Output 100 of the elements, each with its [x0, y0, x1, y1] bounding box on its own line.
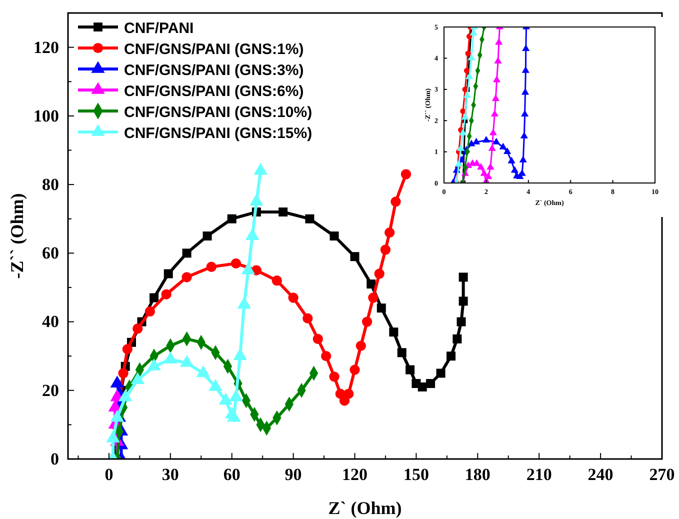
- point: [362, 316, 372, 327]
- point: [522, 66, 530, 73]
- x-tick-label: 0: [104, 465, 114, 484]
- point: [182, 272, 192, 282]
- point: [465, 50, 471, 56]
- point: [350, 364, 360, 375]
- x-tick-label: 30: [162, 465, 179, 484]
- point: [376, 304, 386, 313]
- point: [321, 351, 332, 362]
- legend-label: CNF/GNS/PANI (GNS:1%): [124, 41, 304, 58]
- x-axis-title: Z` (Ohm): [328, 498, 402, 518]
- point: [389, 328, 398, 337]
- point: [122, 344, 132, 354]
- point: [488, 144, 496, 151]
- point: [330, 232, 339, 240]
- point: [477, 163, 485, 170]
- point: [494, 56, 502, 64]
- point: [457, 144, 465, 151]
- point: [366, 280, 376, 289]
- point: [400, 169, 412, 180]
- point: [466, 34, 472, 40]
- point: [161, 289, 172, 300]
- point: [520, 132, 528, 138]
- point: [356, 340, 366, 351]
- point: [305, 214, 314, 224]
- legend-label: CNF/GNS/PANI (GNS:15%): [124, 125, 312, 142]
- x-tick-label: 120: [342, 465, 368, 484]
- point: [272, 276, 282, 286]
- y-tick-label: 60: [42, 244, 59, 263]
- x-tick-label: 90: [284, 465, 302, 484]
- point: [464, 68, 470, 74]
- point: [454, 160, 463, 166]
- y-tick-label: 40: [42, 312, 59, 332]
- point: [436, 368, 446, 378]
- point: [227, 214, 236, 224]
- point: [492, 76, 501, 82]
- point: [329, 372, 340, 382]
- point: [182, 248, 192, 258]
- point: [374, 268, 384, 279]
- point: [521, 110, 529, 117]
- point: [472, 159, 481, 166]
- point: [118, 368, 128, 378]
- point: [508, 156, 516, 164]
- y-tick-label: 80: [42, 174, 59, 194]
- point: [482, 136, 490, 142]
- point: [144, 306, 156, 317]
- point: [132, 324, 143, 334]
- point: [495, 38, 503, 45]
- x-tick-label: 240: [588, 465, 614, 484]
- point: [521, 88, 530, 95]
- point: [150, 293, 159, 302]
- point: [390, 196, 401, 207]
- point: [202, 232, 212, 240]
- point: [519, 156, 527, 162]
- point: [418, 382, 427, 392]
- point: [470, 28, 478, 36]
- legend-label: CNF/PANI: [124, 20, 194, 37]
- point: [302, 313, 313, 324]
- point: [384, 228, 395, 238]
- point: [446, 352, 456, 361]
- point: [490, 110, 498, 117]
- x-tick-label: 270: [649, 465, 675, 484]
- y-tick-label: 0: [50, 449, 59, 468]
- point: [480, 169, 488, 176]
- point: [461, 113, 469, 120]
- point: [288, 292, 298, 303]
- point: [164, 269, 173, 278]
- point: [452, 334, 462, 344]
- x-tick-label: 210: [526, 465, 552, 484]
- point: [492, 138, 500, 144]
- point: [397, 348, 406, 358]
- point: [489, 128, 497, 136]
- legend-label: CNF/GNS/PANI (GNS:6%): [124, 83, 304, 100]
- point: [510, 166, 518, 173]
- point: [522, 44, 530, 52]
- point: [230, 258, 242, 269]
- y-tick-label: 120: [34, 38, 59, 57]
- point: [484, 172, 492, 179]
- point: [406, 365, 415, 374]
- point: [312, 334, 323, 344]
- point: [468, 54, 476, 60]
- point: [344, 388, 354, 399]
- point: [459, 128, 467, 136]
- x-tick-label: 150: [403, 465, 429, 484]
- x-tick-label: 60: [223, 465, 240, 484]
- point: [278, 207, 288, 216]
- point: [458, 296, 468, 306]
- point: [380, 244, 391, 255]
- y-axis-title: -Z`` (Ohm): [7, 193, 27, 279]
- point: [426, 379, 436, 388]
- legend-label: CNF/GNS/PANI (GNS:10%): [124, 104, 312, 121]
- point: [463, 91, 472, 98]
- y-tick-label: 100: [34, 106, 59, 126]
- point: [492, 94, 500, 101]
- point: [499, 142, 507, 150]
- point: [206, 262, 216, 272]
- point: [456, 317, 466, 326]
- point: [518, 169, 526, 176]
- y-tick-label: 20: [42, 380, 59, 400]
- point: [458, 272, 468, 282]
